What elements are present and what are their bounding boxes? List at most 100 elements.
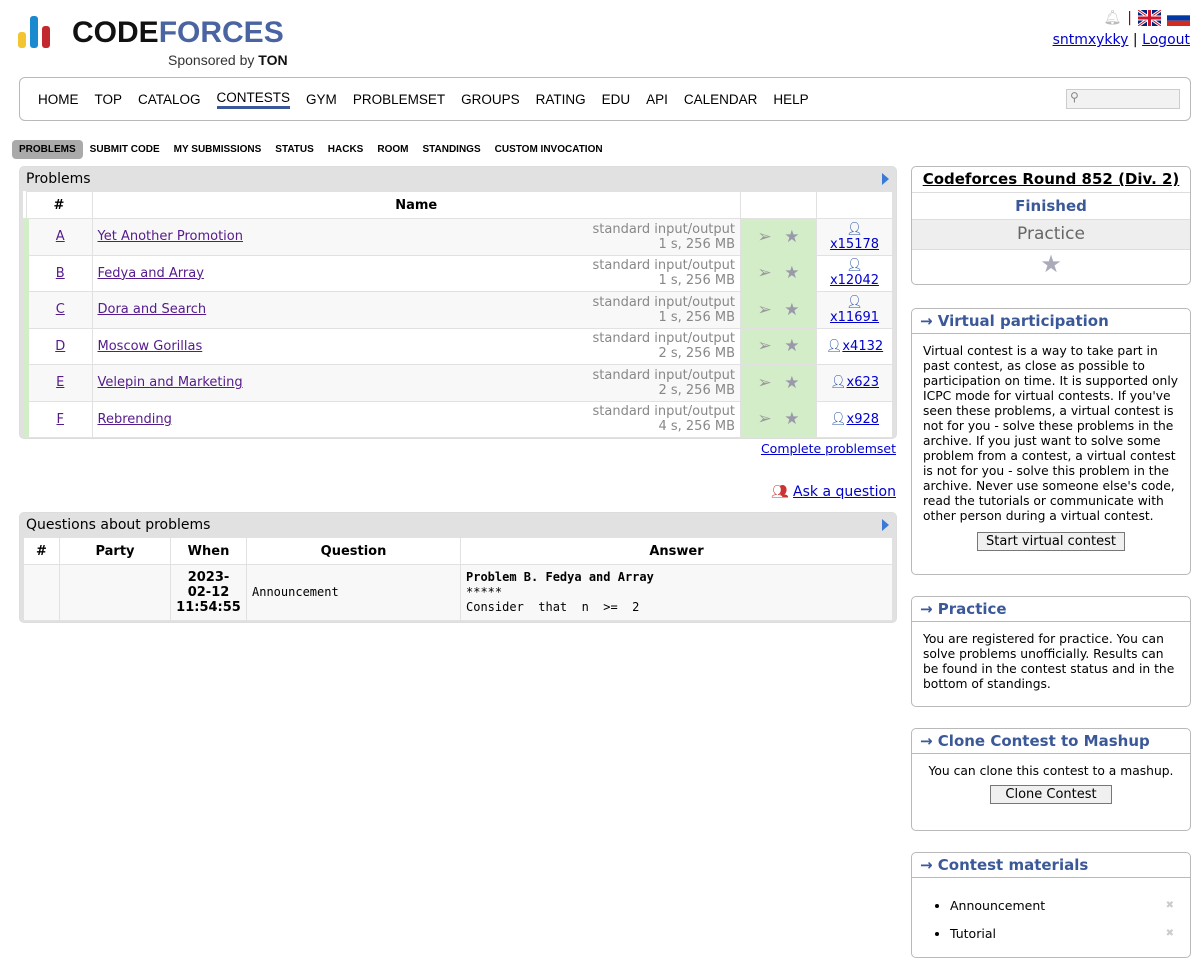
submit-paper-plane-icon[interactable]: ➢ — [757, 299, 772, 320]
submit-paper-plane-icon[interactable]: ➢ — [757, 409, 772, 430]
problem-name-link[interactable]: Rebrending — [97, 411, 172, 427]
toggle-arrow-icon[interactable] — [882, 173, 889, 185]
problem-name-link[interactable]: Fedya and Array — [97, 265, 204, 281]
toggle-arrow-icon[interactable] — [882, 519, 889, 531]
notification-bell-icon[interactable]: 🔔︎ — [1103, 10, 1122, 26]
clone-contest-button[interactable]: Clone Contest — [990, 785, 1112, 804]
subnav-hacks[interactable]: HACKS — [327, 144, 364, 155]
practice-text: You are registered for practice. You can… — [923, 632, 1175, 691]
problem-index-link[interactable]: A — [55, 229, 65, 245]
material-item[interactable]: Tutorial ✖ — [950, 920, 1174, 948]
col-question: Question — [246, 537, 461, 565]
separator: | — [1132, 32, 1138, 48]
menu-item-help[interactable]: HELP — [773, 91, 809, 107]
problems-title: Problems — [26, 171, 91, 187]
problem-name-link[interactable]: Moscow Gorillas — [97, 338, 203, 354]
favourite-star-icon[interactable]: ★ — [1040, 250, 1062, 278]
problem-index-link[interactable]: D — [55, 338, 66, 354]
menu-item-catalog[interactable]: CATALOG — [138, 91, 201, 107]
problem-limits: 2 s, 256 MB — [658, 346, 735, 362]
problem-index-link[interactable]: F — [56, 411, 64, 427]
problem-name-link[interactable]: Dora and Search — [97, 302, 207, 318]
favourite-star-icon[interactable]: ★ — [784, 336, 800, 357]
solved-count-link[interactable]: x15178 — [829, 236, 880, 252]
favourite-star-icon[interactable]: ★ — [784, 226, 800, 247]
contest-name-link[interactable]: Codeforces Round 852 (Div. 2) — [922, 170, 1180, 188]
table-row: E Velepin and Marketing standard input/o… — [23, 364, 893, 402]
subnav-problems[interactable]: PROBLEMS — [12, 140, 83, 159]
main-menu: HOME TOP CATALOG CONTESTS GYM PROBLEMSET GROUP… — [19, 77, 1191, 121]
subnav-my-submissions[interactable]: MY SUBMISSIONS — [173, 144, 262, 155]
subnav-custom-invocation[interactable]: CUSTOM INVOCATION — [494, 144, 603, 155]
problem-index-link[interactable]: B — [55, 265, 65, 281]
menu-item-home[interactable]: HOME — [38, 91, 79, 107]
solved-count-link[interactable]: x623 — [846, 375, 880, 391]
close-icon[interactable]: ✖ — [1165, 900, 1174, 911]
subnav-submit-code[interactable]: SUBMIT CODE — [89, 144, 160, 155]
q-answer-line: Consider that n >= 2 — [466, 600, 640, 614]
ask-question-link[interactable]: Ask a question — [793, 484, 896, 500]
complete-problemset-link[interactable]: Complete problemset — [760, 441, 896, 456]
menu-item-edu[interactable]: EDU — [601, 91, 631, 107]
problem-io: standard input/output — [592, 221, 736, 237]
material-link[interactable]: Announcement — [950, 898, 1046, 913]
problem-limits: 4 s, 256 MB — [658, 419, 735, 435]
solved-count-link[interactable]: x12042 — [829, 273, 880, 289]
q-answer-line: ***** — [466, 585, 503, 599]
menu-item-gym[interactable]: GYM — [306, 91, 337, 107]
favourite-star-icon[interactable]: ★ — [784, 409, 800, 430]
close-icon[interactable]: ✖ — [1165, 928, 1174, 939]
start-virtual-contest-button[interactable]: Start virtual contest — [977, 532, 1125, 551]
submit-paper-plane-icon[interactable]: ➢ — [757, 336, 772, 357]
menu-item-problemset[interactable]: PROBLEMSET — [352, 91, 446, 107]
contest-mode: Practice — [912, 220, 1190, 250]
clone-box: → Clone Contest to Mashup You can clone … — [911, 728, 1191, 831]
solved-count-link[interactable]: x4132 — [842, 338, 884, 354]
material-item[interactable]: Announcement ✖ — [950, 892, 1174, 920]
practice-box: → Practice You are registered for practi… — [911, 596, 1191, 707]
logout-link[interactable]: Logout — [1142, 32, 1190, 48]
q-question: Announcement — [246, 564, 461, 621]
problem-index-link[interactable]: C — [55, 302, 65, 318]
favourite-star-icon[interactable]: ★ — [784, 372, 800, 393]
sponsor-brand: TON — [258, 52, 288, 68]
submit-paper-plane-icon[interactable]: ➢ — [757, 372, 772, 393]
col-index: # — [25, 191, 93, 219]
codeforces-logo[interactable]: CODEFORCES Sponsored by TON — [18, 16, 318, 72]
menu-item-calendar[interactable]: CALENDAR — [683, 91, 758, 107]
q-index — [23, 564, 60, 621]
user-icon: 👤︎ — [846, 258, 863, 274]
solved-count-link[interactable]: x928 — [846, 411, 880, 427]
problem-io: standard input/output — [592, 404, 736, 420]
submit-paper-plane-icon[interactable]: ➢ — [757, 226, 772, 247]
menu-item-groups[interactable]: GROUPS — [461, 91, 520, 107]
username-link[interactable]: sntmxykky — [1052, 32, 1129, 48]
q-when: 2023-02-12 11:54:55 — [170, 564, 247, 621]
favourite-star-icon[interactable]: ★ — [784, 299, 800, 320]
problem-name-link[interactable]: Velepin and Marketing — [97, 375, 243, 391]
menu-item-rating[interactable]: RATING — [535, 91, 586, 107]
problem-name-link[interactable]: Yet Another Promotion — [97, 229, 243, 245]
questions-title: Questions about problems — [26, 517, 211, 533]
submit-paper-plane-icon[interactable]: ➢ — [757, 263, 772, 284]
subnav-standings[interactable]: STANDINGS — [422, 144, 481, 155]
sponsor-text: Sponsored by — [168, 52, 255, 68]
menu-item-api[interactable]: API — [646, 91, 668, 107]
english-flag-icon[interactable] — [1138, 10, 1161, 26]
menu-item-top[interactable]: TOP — [94, 91, 123, 107]
contest-subnav: PROBLEMS SUBMIT CODE MY SUBMISSIONS STATUS H… — [12, 140, 610, 159]
favourite-star-icon[interactable]: ★ — [784, 263, 800, 284]
q-party — [59, 564, 171, 621]
search-input[interactable]: ⚲ — [1066, 89, 1180, 109]
subnav-room[interactable]: ROOM — [377, 144, 409, 155]
material-link[interactable]: Tutorial — [950, 926, 996, 941]
problem-index-link[interactable]: E — [56, 375, 65, 391]
solved-count-link[interactable]: x11691 — [829, 309, 880, 325]
russian-flag-icon[interactable] — [1167, 10, 1190, 26]
menu-item-contests[interactable]: CONTESTS — [216, 90, 291, 109]
col-index: # — [23, 537, 60, 565]
problem-io: standard input/output — [592, 331, 736, 347]
problem-io: standard input/output — [592, 258, 736, 274]
ask-question[interactable]: 👥︎ Ask a question — [771, 484, 896, 500]
subnav-status[interactable]: STATUS — [275, 144, 314, 155]
